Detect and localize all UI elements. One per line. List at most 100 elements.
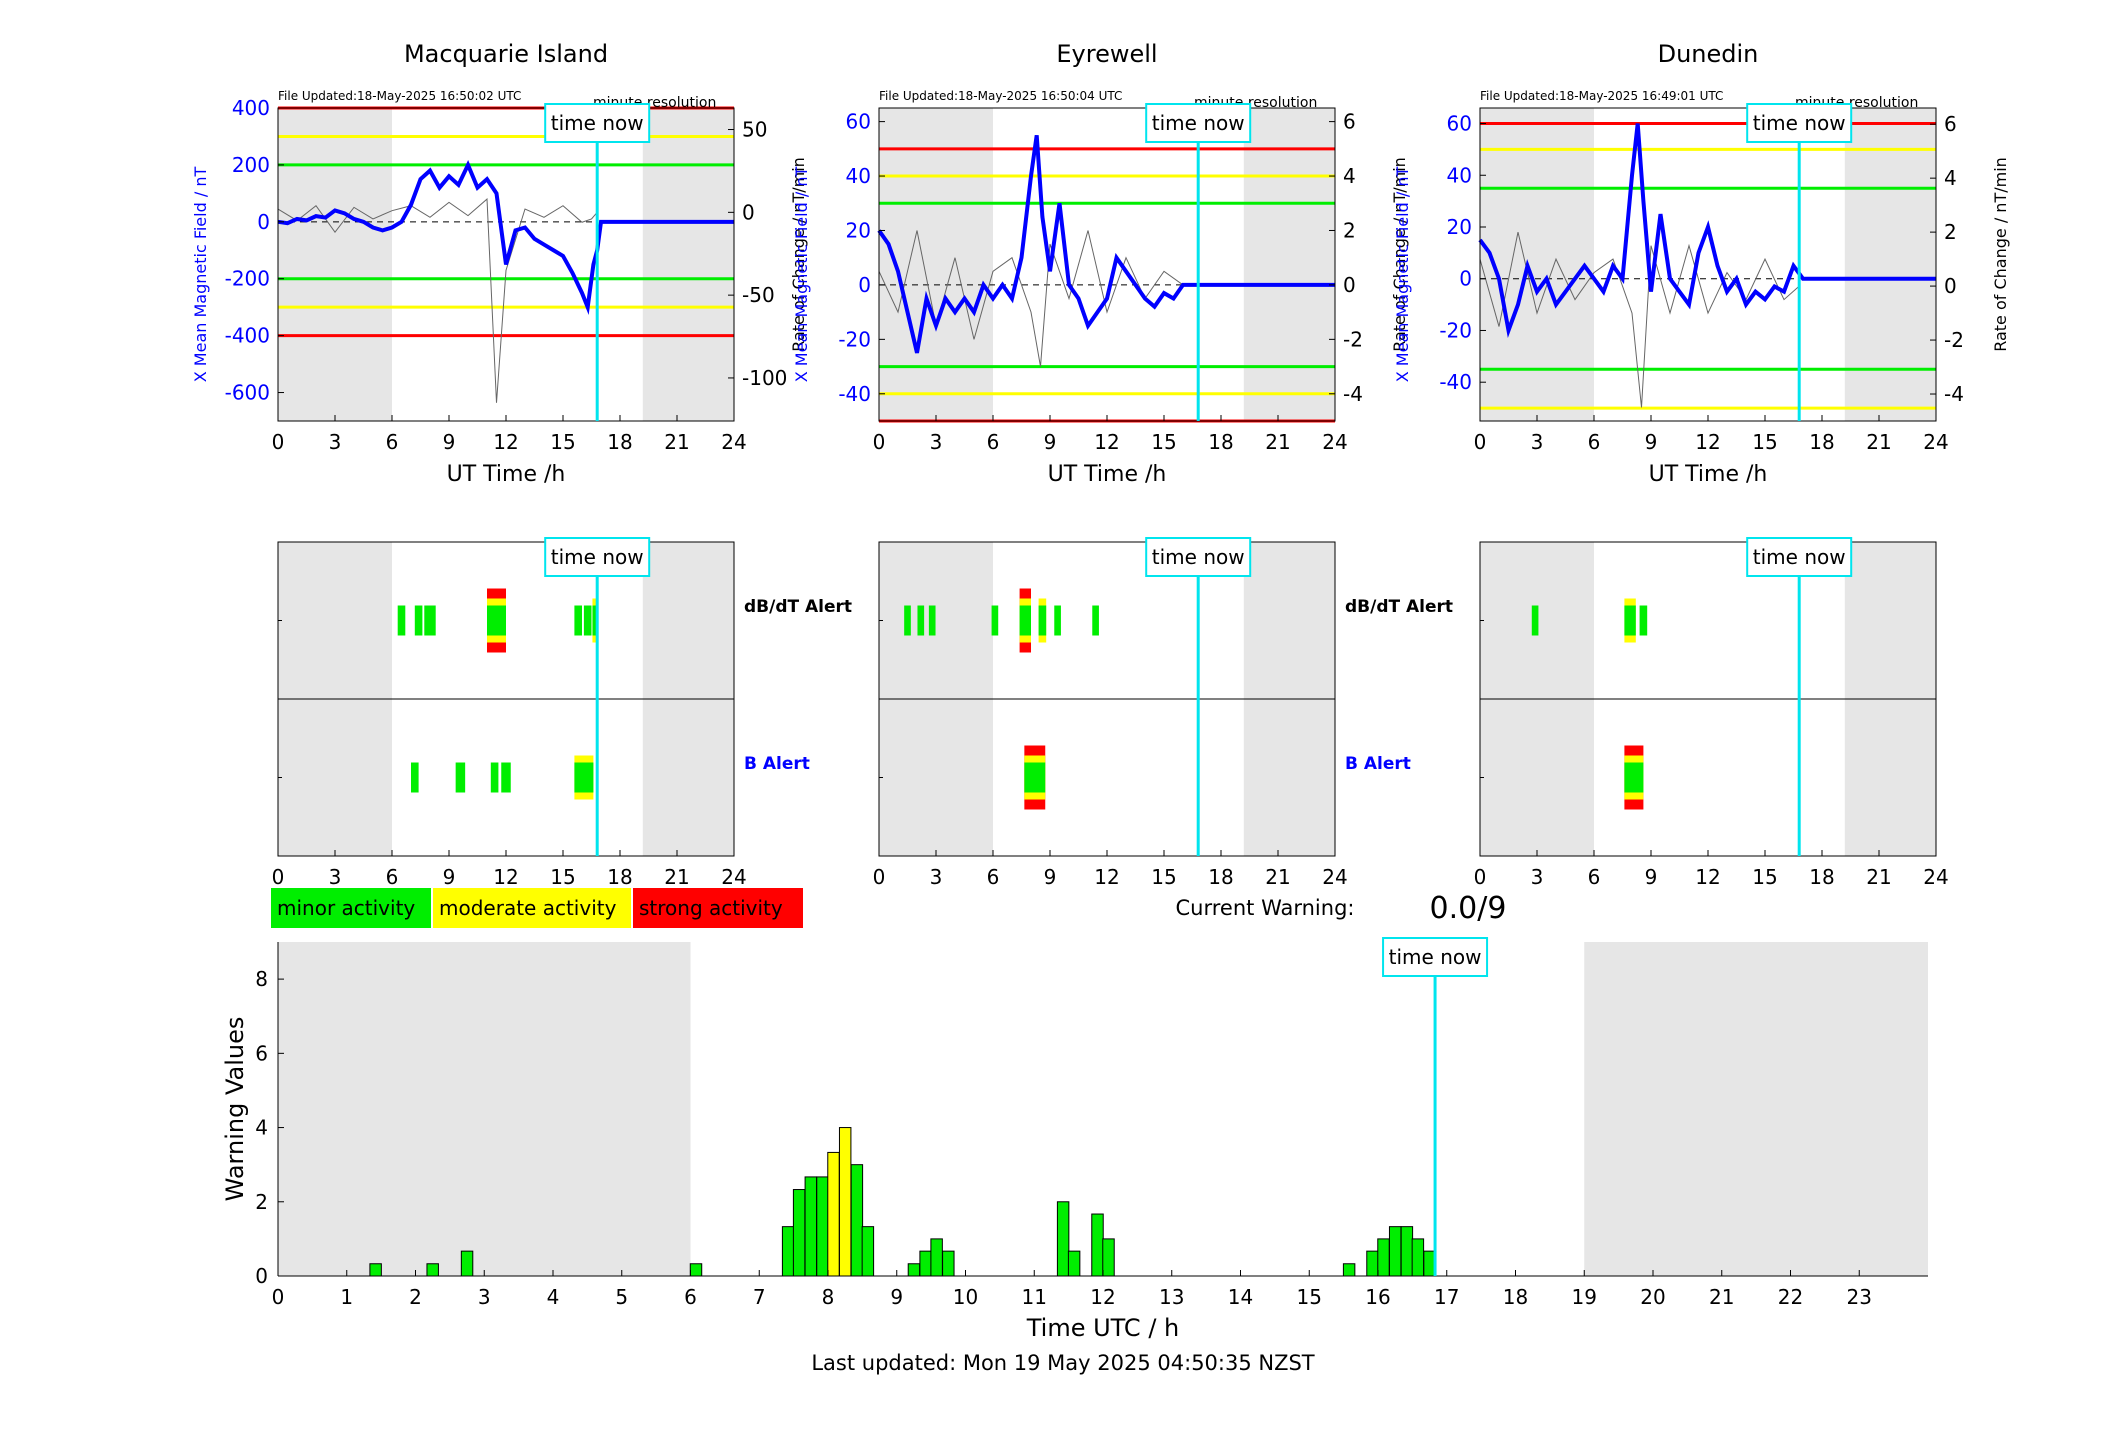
alert-0-xtick-label-24: 24	[721, 865, 746, 889]
alert-0-xtick-label-9: 9	[443, 865, 456, 889]
mag-0-ytick-label-200: 200	[232, 153, 270, 177]
mag-2-xtick-label-21: 21	[1866, 430, 1891, 454]
mag-2-xlabel: UT Time /h	[1649, 462, 1768, 487]
mag-1-title: Eyrewell	[1056, 40, 1157, 68]
warning-bar-12	[907, 1263, 921, 1277]
mag-2-ylabel: X Mean Magnetic Field / nT	[1393, 167, 1412, 383]
mag-2-ytick-label-0: 0	[1459, 267, 1472, 291]
mag-1-xtick-label-21: 21	[1265, 430, 1290, 454]
mag-2-night-shade-1	[1844, 108, 1936, 421]
eyrewell-alert-panel: dB/dT Alert B Alert 0 3 6 9 12 15 18 21 24 time now	[873, 537, 1453, 889]
warning-bar-10	[850, 1164, 864, 1277]
mag-0-xtick-label-12: 12	[493, 430, 518, 454]
mag-1-ytick-label-0: 0	[858, 273, 871, 297]
mag-1-ytick-right-label--4: -4	[1343, 382, 1363, 406]
warning-xtick-label-6: 6	[684, 1285, 697, 1309]
mag-1-xtick-label-9: 9	[1044, 430, 1057, 454]
warning-xtick-label-3: 3	[478, 1285, 491, 1309]
mag-1-ytick-label-20: 20	[846, 218, 871, 242]
mag-2-ytick-label-60: 60	[1447, 112, 1472, 136]
mag-2-night-shade-0	[1480, 108, 1594, 421]
mag-1-ylabel-right: Rate of Change / nT/min	[1390, 157, 1409, 352]
alert-2-row0-bar-1-minor	[1624, 605, 1636, 636]
warning-bar-13	[919, 1250, 932, 1277]
mag-1-night-shade-0	[879, 108, 993, 421]
warning-ytick-label-6: 6	[255, 1041, 268, 1065]
alert-1-time-now-label: time now	[1152, 545, 1245, 569]
alert-0-xtick-label-6: 6	[386, 865, 399, 889]
alert-0-xtick-label-21: 21	[664, 865, 689, 889]
alert-2-xtick-label-12: 12	[1695, 865, 1720, 889]
warning-xtick-label-13: 13	[1159, 1285, 1184, 1309]
mag-0-time-now-label: time now	[551, 111, 644, 135]
alert-2-row0-bar-0-minor	[1531, 605, 1539, 636]
macquarie-magnetometer-panel: 0 3 6 9 12 15 18 21 24 -600 -400 -200 0 200 400 -100 -50…	[191, 40, 808, 487]
dunedin-alert-panel: 0 3 6 9 12 15 18 21 24 time now	[1474, 537, 1949, 889]
legend-label-minor: minor activity	[277, 896, 415, 920]
mag-1-ytick-label--40: -40	[838, 382, 871, 406]
alert-1-xtick-label-12: 12	[1094, 865, 1119, 889]
mag-1-ylabel: X Mean Magnetic Field / nT	[792, 167, 811, 383]
mag-1-xtick-label-18: 18	[1208, 430, 1233, 454]
mag-0-xtick-label-18: 18	[607, 430, 632, 454]
mag-1-ytick-right-label-0: 0	[1343, 273, 1356, 297]
alert-0-row0-bar-4-minor	[574, 605, 582, 636]
mag-0-xtick-label-3: 3	[329, 430, 342, 454]
legend-swatch-strong	[633, 888, 803, 928]
mag-2-xtick-label-6: 6	[1588, 430, 1601, 454]
legend-swatch-moderate	[433, 888, 631, 928]
mag-1-ytick-label-40: 40	[846, 164, 871, 188]
warning-bar-8	[827, 1151, 840, 1277]
mag-1-field-series-line	[877, 134, 1335, 354]
mag-2-xtick-label-9: 9	[1645, 430, 1658, 454]
mag-0-title: Macquarie Island	[404, 40, 608, 68]
mag-1-ytick-right-label-6: 6	[1343, 110, 1356, 134]
warning-bar-24	[1400, 1226, 1414, 1277]
mag-1-xtick-label-0: 0	[873, 430, 886, 454]
mag-0-ytick-label-400: 400	[232, 96, 270, 120]
mag-2-xtick-label-18: 18	[1809, 430, 1834, 454]
alert-1-row0-bar-2-minor	[928, 605, 936, 636]
alert-0-row1-bar-2-minor	[490, 762, 499, 793]
alert-1-xtick-label-0: 0	[873, 865, 886, 889]
mag-2-ytick-label-40: 40	[1447, 163, 1472, 187]
mag-2-xtick-label-12: 12	[1695, 430, 1720, 454]
warning-time-now-label: time now	[1389, 945, 1482, 969]
mag-2-ylabel-right: Rate of Change / nT/min	[1991, 157, 2010, 352]
mag-1-time-now-label: time now	[1152, 111, 1245, 135]
warning-xtick-label-15: 15	[1297, 1285, 1322, 1309]
mag-2-file-updated: File Updated:18-May-2025 16:49:01 UTC	[1480, 89, 1723, 103]
mag-1-night-shade-1	[1243, 108, 1335, 421]
mag-1-rate-series-line	[878, 230, 1184, 367]
mag-1-ytick-right-label--2: -2	[1343, 327, 1363, 351]
mag-2-time-now-label: time now	[1753, 111, 1846, 135]
alert-1-row-label-db-dt-alert: dB/dT Alert	[1345, 597, 1453, 617]
mag-2-ytick-right-label-4: 4	[1944, 166, 1957, 190]
warning-bar-11	[861, 1226, 875, 1277]
alert-1-row0-bar-4-minor	[1019, 605, 1031, 636]
warning-bar-2	[460, 1250, 474, 1277]
legend-label-moderate: moderate activity	[439, 896, 617, 920]
warning-xtick-label-16: 16	[1365, 1285, 1390, 1309]
mag-1-ytick-label--20: -20	[838, 327, 871, 351]
alert-0-row1-bar-4-minor	[574, 762, 594, 793]
alert-1-row0-bar-6-minor	[1054, 605, 1061, 636]
alert-0-xtick-label-12: 12	[493, 865, 518, 889]
alert-0-xtick-label-3: 3	[329, 865, 342, 889]
mag-2-ytick-label-20: 20	[1447, 215, 1472, 239]
mag-0-ylabel: X Mean Magnetic Field / nT	[191, 167, 210, 383]
warning-bar-20	[1342, 1263, 1356, 1277]
alert-2-xtick-label-6: 6	[1588, 865, 1601, 889]
alert-1-xtick-label-9: 9	[1044, 865, 1057, 889]
mag-2-xtick-label-0: 0	[1474, 430, 1487, 454]
warning-bar-25	[1411, 1238, 1425, 1277]
mag-1-xtick-label-12: 12	[1094, 430, 1119, 454]
mag-2-ytick-right-label-2: 2	[1944, 220, 1957, 244]
warning-xtick-label-2: 2	[409, 1285, 422, 1309]
mag-0-xtick-label-15: 15	[550, 430, 575, 454]
mag-1-file-updated: File Updated:18-May-2025 16:50:04 UTC	[879, 89, 1122, 103]
alert-0-row1-bar-3-minor	[501, 762, 511, 793]
warning-ytick-label-8: 8	[255, 967, 268, 991]
warning-bar-0	[369, 1263, 382, 1277]
